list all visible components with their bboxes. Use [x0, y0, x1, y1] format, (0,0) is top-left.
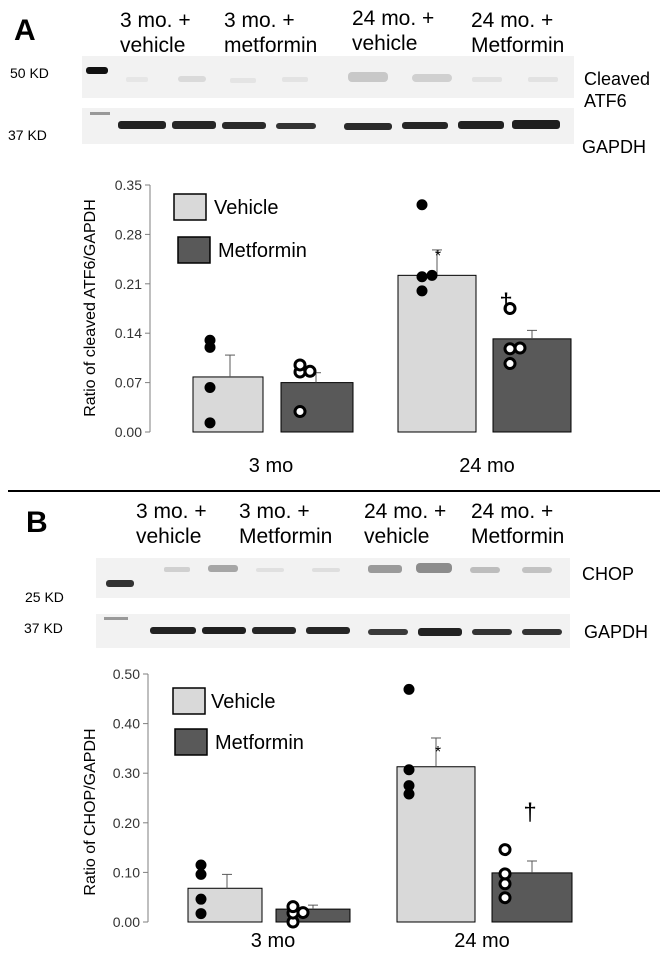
b-group-3: 24 mo. + vehicle — [364, 500, 447, 548]
b-target-label: CHOP — [582, 564, 635, 584]
c0-data-point — [416, 271, 428, 283]
c0-data-point — [204, 334, 216, 346]
b-group-4: 24 mo. + Metformin — [471, 500, 565, 548]
c0-y-tick-label: 0.07 — [115, 375, 142, 391]
c0-data-point — [503, 302, 517, 315]
c0-data-point — [416, 199, 428, 211]
c0-significance-star: * — [435, 248, 441, 265]
c1-legend-swatch — [174, 728, 208, 756]
b-target-bands — [106, 563, 552, 587]
a-control-blot — [82, 108, 574, 144]
c0-bar-vehicle — [397, 274, 477, 433]
c1-data-point — [403, 683, 415, 695]
a-control-label: GAPDH — [582, 137, 647, 157]
b-group-2: 3 mo. + Metformin — [239, 500, 333, 548]
c1-y-axis-title: Ratio of CHOP/GAPDH — [82, 728, 99, 895]
a-group-2: 3 mo. + metformin — [224, 9, 318, 57]
c0-data-point — [303, 364, 317, 378]
c1-y-tick-label: 0.40 — [113, 716, 140, 732]
c0-y-tick-label: 0.28 — [115, 226, 142, 242]
c1-data-point — [195, 893, 207, 905]
a-group-4: 24 mo. + Metformin — [471, 9, 565, 57]
a-marker-top: 50 KD — [10, 65, 49, 81]
chart-a: 0.00 0.07 0.14 0.21 0.28 0.35 Ratio of cleaved… — [82, 177, 572, 477]
a-target-blot — [82, 56, 574, 98]
c0-data-point — [204, 417, 216, 429]
c1-significance-dagger: † — [523, 799, 536, 826]
c1-legend-label: Metformin — [215, 732, 304, 754]
c1-data-point — [498, 891, 512, 905]
a-group-1: 3 mo. + vehicle — [120, 9, 191, 57]
b-group-1: 3 mo. + vehicle — [136, 500, 207, 548]
c0-data-point — [293, 358, 307, 372]
c0-significance-dagger: † — [499, 289, 512, 316]
c1-data-point — [498, 843, 512, 857]
c1-y-tick-label: 0.10 — [113, 864, 140, 880]
c1-data-point — [403, 780, 415, 792]
c0-data-point — [293, 405, 307, 419]
c0-data-point — [503, 357, 517, 371]
c1-x-category-label: 3 mo — [251, 930, 295, 952]
c1-y-tick-label: 0.50 — [113, 666, 140, 682]
c0-legend-swatch — [173, 193, 207, 221]
c1-legend-swatch — [172, 687, 206, 715]
c1-data-point — [403, 764, 415, 776]
c0-y-tick-label: 0.14 — [115, 325, 142, 341]
c0-x-category-label: 24 mo — [459, 455, 515, 477]
a-target-bands — [86, 67, 558, 83]
c0-data-point — [513, 341, 527, 355]
c0-bar-metformin — [492, 338, 572, 433]
c0-legend-label: Metformin — [218, 240, 307, 262]
c1-data-point — [195, 859, 207, 871]
a-marker-bottom: 37 KD — [8, 127, 47, 143]
b-control-blot — [96, 614, 570, 648]
b-marker-bottom: 37 KD — [24, 620, 63, 636]
c0-data-point — [503, 342, 517, 356]
b-marker-top: 25 KD — [25, 589, 64, 605]
c0-data-point — [204, 382, 216, 394]
c0-data-point — [426, 269, 438, 281]
chart-b: 0.00 0.10 0.20 0.30 0.40 0.50 Ratio of CHOP/GA… — [82, 666, 573, 952]
panel-b-label: B — [26, 506, 48, 539]
c1-data-point — [498, 867, 512, 881]
b-control-label: GAPDH — [584, 622, 649, 642]
c1-legend-label: Vehicle — [211, 691, 276, 713]
c0-x-category-label: 3 mo — [249, 455, 293, 477]
b-target-blot — [96, 558, 570, 598]
c0-legend-swatch — [177, 236, 211, 264]
b-control-bands — [104, 617, 562, 636]
c0-y-tick-label: 0.21 — [115, 276, 142, 292]
c1-significance-star: * — [435, 744, 441, 761]
panel-divider — [8, 490, 660, 492]
c0-legend-label: Vehicle — [214, 197, 279, 219]
c0-y-tick-label: 0.00 — [115, 424, 142, 440]
c0-bar-vehicle — [192, 376, 264, 433]
c1-data-point — [296, 906, 310, 920]
c1-data-point — [286, 900, 300, 914]
c1-y-tick-label: 0.00 — [113, 914, 140, 930]
c0-data-point — [416, 285, 428, 297]
c1-data-point — [195, 868, 207, 880]
c0-bar-metformin — [280, 382, 354, 433]
a-group-3: 24 mo. + vehicle — [352, 7, 435, 55]
c1-y-tick-label: 0.30 — [113, 765, 140, 781]
c0-y-axis-title: Ratio of cleaved ATF6/GAPDH — [82, 199, 99, 417]
c1-data-point — [195, 908, 207, 920]
c1-x-category-label: 24 mo — [454, 930, 510, 952]
panel-a-label: A — [14, 14, 36, 47]
a-control-bands — [90, 112, 560, 130]
c1-y-tick-label: 0.20 — [113, 815, 140, 831]
c0-y-tick-label: 0.35 — [115, 177, 142, 193]
a-target-label: Cleaved ATF6 — [584, 69, 651, 111]
